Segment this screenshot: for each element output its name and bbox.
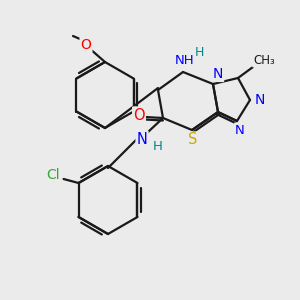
Text: S: S xyxy=(188,133,198,148)
Text: Cl: Cl xyxy=(47,168,60,182)
Text: H: H xyxy=(153,140,163,154)
Text: NH: NH xyxy=(175,55,195,68)
Text: H: H xyxy=(194,46,204,59)
Text: O: O xyxy=(133,107,145,122)
Text: N: N xyxy=(235,124,245,136)
Text: CH₃: CH₃ xyxy=(253,53,275,67)
Text: N: N xyxy=(255,93,265,107)
Text: N: N xyxy=(213,67,223,81)
Text: N: N xyxy=(136,131,147,146)
Text: O: O xyxy=(81,38,92,52)
